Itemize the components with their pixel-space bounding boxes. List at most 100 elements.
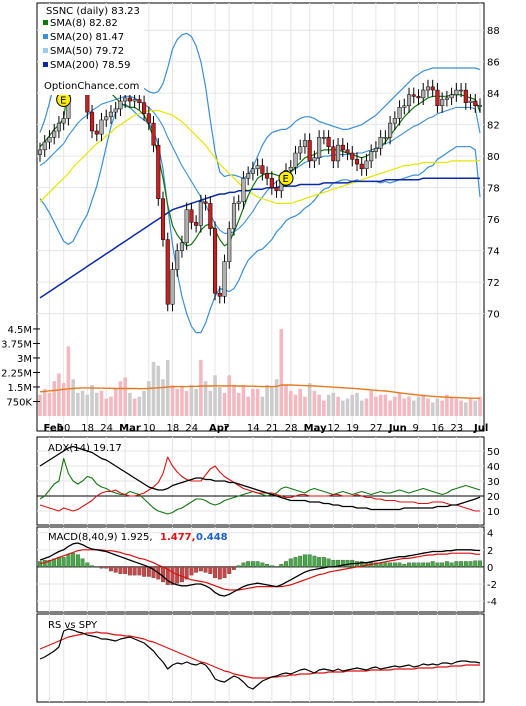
candle-body <box>47 137 52 143</box>
volume-bar <box>99 390 104 416</box>
volume-bar <box>255 388 260 416</box>
macd-histogram-bar <box>392 562 397 568</box>
date-tick-label: Jul <box>473 423 488 434</box>
volume-bar <box>175 388 180 416</box>
date-tick-label: 28 <box>285 423 298 434</box>
macd-panel-frame <box>36 526 485 613</box>
macd-histogram-bar <box>331 559 336 568</box>
legend-label-sma20: SMA(20) 81.47 <box>50 32 124 43</box>
volume-bar <box>199 359 203 416</box>
price-tick-label: 72 <box>487 278 500 289</box>
volume-bar <box>38 394 42 416</box>
candle-body <box>354 159 360 165</box>
minus-di-line <box>39 456 480 512</box>
candle-body <box>411 94 416 97</box>
macd-histogram-bar <box>463 561 468 568</box>
macd-histogram-bar <box>137 566 142 576</box>
macd-histogram-bar <box>321 557 326 568</box>
candle-body <box>151 122 156 146</box>
macd-histogram-bar <box>317 557 322 568</box>
candle-body <box>435 89 440 107</box>
candle-body <box>118 100 123 110</box>
adx-tick-label: 20 <box>487 492 500 503</box>
price-tick-label: 84 <box>487 89 500 100</box>
volume-bar <box>265 385 269 416</box>
date-tick-label: 10 <box>58 423 71 434</box>
macd-histogram-bar <box>132 566 137 576</box>
volume-bar <box>331 392 336 416</box>
candle-body <box>293 152 298 168</box>
candle-body <box>132 99 137 102</box>
macd-histogram-bar <box>161 566 165 583</box>
macd-tick-label: 2 <box>487 546 493 557</box>
volume-bar <box>260 396 265 416</box>
candle-body <box>364 160 369 170</box>
candle-body <box>189 209 194 223</box>
macd-histogram-bar <box>302 554 307 568</box>
volume-bars <box>38 328 482 416</box>
macd-histogram-bar <box>246 561 251 568</box>
volume-bar <box>246 396 250 416</box>
macd-histogram-bar <box>430 561 435 568</box>
candle-body <box>113 108 118 113</box>
candle-body <box>392 118 397 124</box>
date-tick-label: Apr <box>209 423 229 434</box>
candle-body <box>388 122 393 138</box>
macd-histogram-bar <box>288 558 293 568</box>
macd-histogram-bar <box>179 566 184 583</box>
candle-body <box>444 97 449 100</box>
volume-bar <box>383 394 388 416</box>
volume-bar <box>52 381 56 416</box>
candle-body <box>165 239 170 305</box>
candle-body <box>236 201 241 204</box>
volume-bar <box>317 394 321 416</box>
candle-body <box>459 89 464 92</box>
price-series <box>39 13 481 334</box>
volume-bar <box>359 400 364 416</box>
volume-bar <box>251 388 255 416</box>
volume-bar <box>71 379 75 416</box>
date-tick-label: 16 <box>431 423 444 434</box>
macd-histogram-bar <box>99 566 104 569</box>
candle-body <box>421 89 426 99</box>
macd-histogram-bar <box>468 561 473 568</box>
legend-label-sma50: SMA(50) 79.72 <box>50 46 124 57</box>
macd-histogram-bar <box>388 562 393 568</box>
macd-histogram-bar <box>127 566 132 576</box>
macd-histogram-bar <box>336 559 341 568</box>
macd-histogram-bar <box>407 562 411 568</box>
candle-body <box>99 119 104 135</box>
macd-histogram-bar <box>184 566 189 580</box>
macd-histogram-bar <box>80 558 85 568</box>
macd-histogram-bar <box>293 557 298 568</box>
volume-bar <box>94 392 99 416</box>
macd-histogram-bar <box>402 564 407 568</box>
date-tick-label: 24 <box>100 423 113 434</box>
candle-body <box>146 113 151 124</box>
adx-tick-label: 30 <box>487 477 500 488</box>
macd-histogram-bar <box>473 560 478 568</box>
macd-histogram-bar <box>56 557 61 568</box>
volume-bar <box>445 394 449 416</box>
candle-body <box>94 130 99 135</box>
sma20-line <box>39 95 481 234</box>
macd-histogram-bar <box>449 562 454 568</box>
candle-body <box>142 102 147 114</box>
candle-body <box>179 242 184 251</box>
candle-body <box>37 149 43 155</box>
macd-signal-line <box>39 549 481 591</box>
volume-bar <box>132 398 137 416</box>
macd-histogram-bar <box>198 566 203 572</box>
volume-bar <box>42 388 47 416</box>
candle-body <box>369 151 374 162</box>
candle-body <box>274 187 279 192</box>
candle-body <box>127 97 132 102</box>
adx-tick-label: 50 <box>487 447 500 458</box>
volume-bar <box>118 381 123 416</box>
macd-histogram-bar <box>440 562 445 568</box>
macd-histogram-bar <box>373 562 378 568</box>
volume-bar <box>312 390 317 416</box>
volume-bar <box>449 396 454 416</box>
candle-body <box>378 137 383 149</box>
